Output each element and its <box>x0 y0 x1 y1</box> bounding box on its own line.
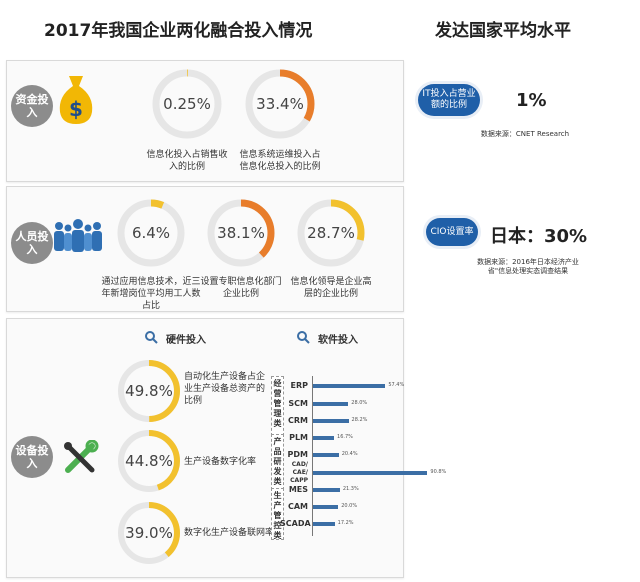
donut-arc <box>245 69 315 139</box>
donut-new-jobs-ratio: 6.4% <box>116 198 186 268</box>
benchmark-pill: CIO设置率 <box>426 218 478 246</box>
software-group-label: 经营管理类 <box>271 376 284 436</box>
donut-value: 44.8% <box>125 452 173 470</box>
bar-scm <box>313 402 349 406</box>
bar-value-label: 16.7% <box>337 434 353 440</box>
donut-svg <box>118 502 180 564</box>
bar-pdm <box>313 453 339 457</box>
donut-caption: 信息化投入占销售收入的比例 <box>146 150 228 172</box>
donut-caption: 信息化领导是企业高层的企业比例 <box>290 277 372 299</box>
donut-value: 49.8% <box>125 382 173 400</box>
donut-caption: 设置专职信息化部门企业比例 <box>200 277 282 299</box>
svg-text:$: $ <box>69 97 83 121</box>
bar-crm <box>313 419 349 423</box>
donut-svg <box>118 360 180 422</box>
bar-axis-line <box>312 376 313 536</box>
donut-it-leader-ratio: 28.7% <box>296 198 366 268</box>
hardware-heading: 硬件投入 <box>166 335 206 346</box>
bar-category-label: SCM <box>288 399 308 408</box>
tools-icon <box>64 440 99 473</box>
donut-arc <box>207 199 275 267</box>
donut-caption: 通过应用信息技术，近三年新增岗位平均用工人数占比 <box>101 277 201 311</box>
donut-arc <box>152 69 222 139</box>
donut-svg <box>152 69 222 139</box>
search-icon <box>297 331 310 344</box>
money-bag-icon: $ <box>59 76 93 124</box>
bar-cad-cae-capp <box>313 471 428 475</box>
donut-svg <box>245 69 315 139</box>
bar-category-label: PDM <box>287 450 308 459</box>
bar-value-label: 20.0% <box>341 503 358 509</box>
donut-value: 33.4% <box>256 95 304 113</box>
bar-value-label: 21.3% <box>342 486 359 492</box>
bar-value-label: 20.4% <box>341 451 358 457</box>
bar-value-label: 28.0% <box>351 400 368 406</box>
benchmark-source: 数据来源：CNET Research <box>480 130 570 138</box>
donut-networking-ratio: 39.0% <box>116 500 182 566</box>
donut-svg <box>118 430 180 492</box>
donut-value: 39.0% <box>125 524 173 542</box>
donut-arc <box>118 502 180 564</box>
donut-ops-investment-ratio: 33.4% <box>244 68 316 140</box>
funding-tag: 资金投入 <box>11 85 53 127</box>
benchmark-source: 数据来源：2016年日本经济产业省"信息处理实态调查结果 <box>477 258 579 275</box>
donut-arc <box>118 360 180 422</box>
donut-value: 6.4% <box>131 224 171 242</box>
equipment-tag: 设备投入 <box>11 436 53 478</box>
donut-it-investment-ratio: 0.25% <box>151 68 223 140</box>
people-tag: 人员投入 <box>11 222 53 264</box>
bar-category-label: SCADA <box>280 519 311 528</box>
donut-digitization-ratio: 44.8% <box>116 428 182 494</box>
bar-mes <box>313 488 340 492</box>
donut-svg <box>117 199 185 267</box>
donut-svg <box>207 199 275 267</box>
donut-arc <box>297 199 365 267</box>
donut-value: 28.7% <box>307 224 355 242</box>
benchmark-value: 1% <box>516 90 547 111</box>
people-group-icon <box>54 219 102 252</box>
benchmark-pill: IT投入占营业额的比例 <box>418 84 480 116</box>
donut-caption: 信息系统运维投入占信息化总投入的比例 <box>239 150 321 172</box>
bar-category-label: PLM <box>289 433 308 442</box>
bar-category-label: CAD/CAE/CAPP <box>290 461 308 484</box>
donut-automation-ratio: 49.8% <box>116 358 182 424</box>
search-icon <box>145 331 158 344</box>
donut-value: 0.25% <box>163 95 211 113</box>
bar-value-label: 57.4% <box>388 382 405 388</box>
donut-caption: 数字化生产设备联网率 <box>184 528 275 538</box>
bar-erp <box>313 384 386 388</box>
donut-it-department-ratio: 38.1% <box>206 198 276 268</box>
bar-value-label: 90.8% <box>430 469 447 475</box>
bar-value-label: 28.2% <box>351 417 368 423</box>
bar-category-label: CAM <box>287 502 308 511</box>
bar-plm <box>313 436 334 440</box>
donut-caption: 自动化生产设备占企业生产设备总资产的比例 <box>184 372 266 406</box>
software-heading: 软件投入 <box>318 335 358 346</box>
bar-scada <box>313 522 335 526</box>
bar-cam <box>313 505 339 509</box>
benchmark-title: 发达国家平均水平 <box>435 21 571 41</box>
benchmark-value: 日本：30% <box>490 226 588 247</box>
bar-category-label: CRM <box>288 416 308 425</box>
donut-caption: 生产设备数字化率 <box>184 457 257 467</box>
page-title: 2017年我国企业两化融合投入情况 <box>44 21 313 41</box>
donut-arc <box>117 199 185 267</box>
bar-category-label: ERP <box>290 381 309 390</box>
donut-value: 38.1% <box>217 224 265 242</box>
donut-arc <box>118 430 180 492</box>
software-group-label: 生产管控类 <box>271 488 284 540</box>
donut-svg <box>297 199 365 267</box>
bar-value-label: 17.2% <box>337 520 354 526</box>
bar-category-label: MES <box>288 485 308 494</box>
